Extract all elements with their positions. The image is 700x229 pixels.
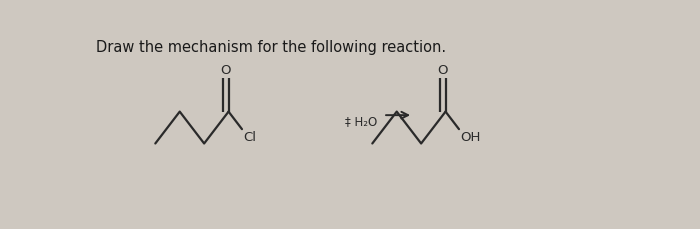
Text: OH: OH — [461, 131, 481, 143]
Text: Cl: Cl — [244, 131, 257, 143]
Text: ‡ H₂O: ‡ H₂O — [345, 114, 377, 127]
Text: Draw the mechanism for the following reaction.: Draw the mechanism for the following rea… — [96, 40, 446, 55]
Text: O: O — [220, 64, 231, 77]
Text: O: O — [438, 64, 448, 77]
